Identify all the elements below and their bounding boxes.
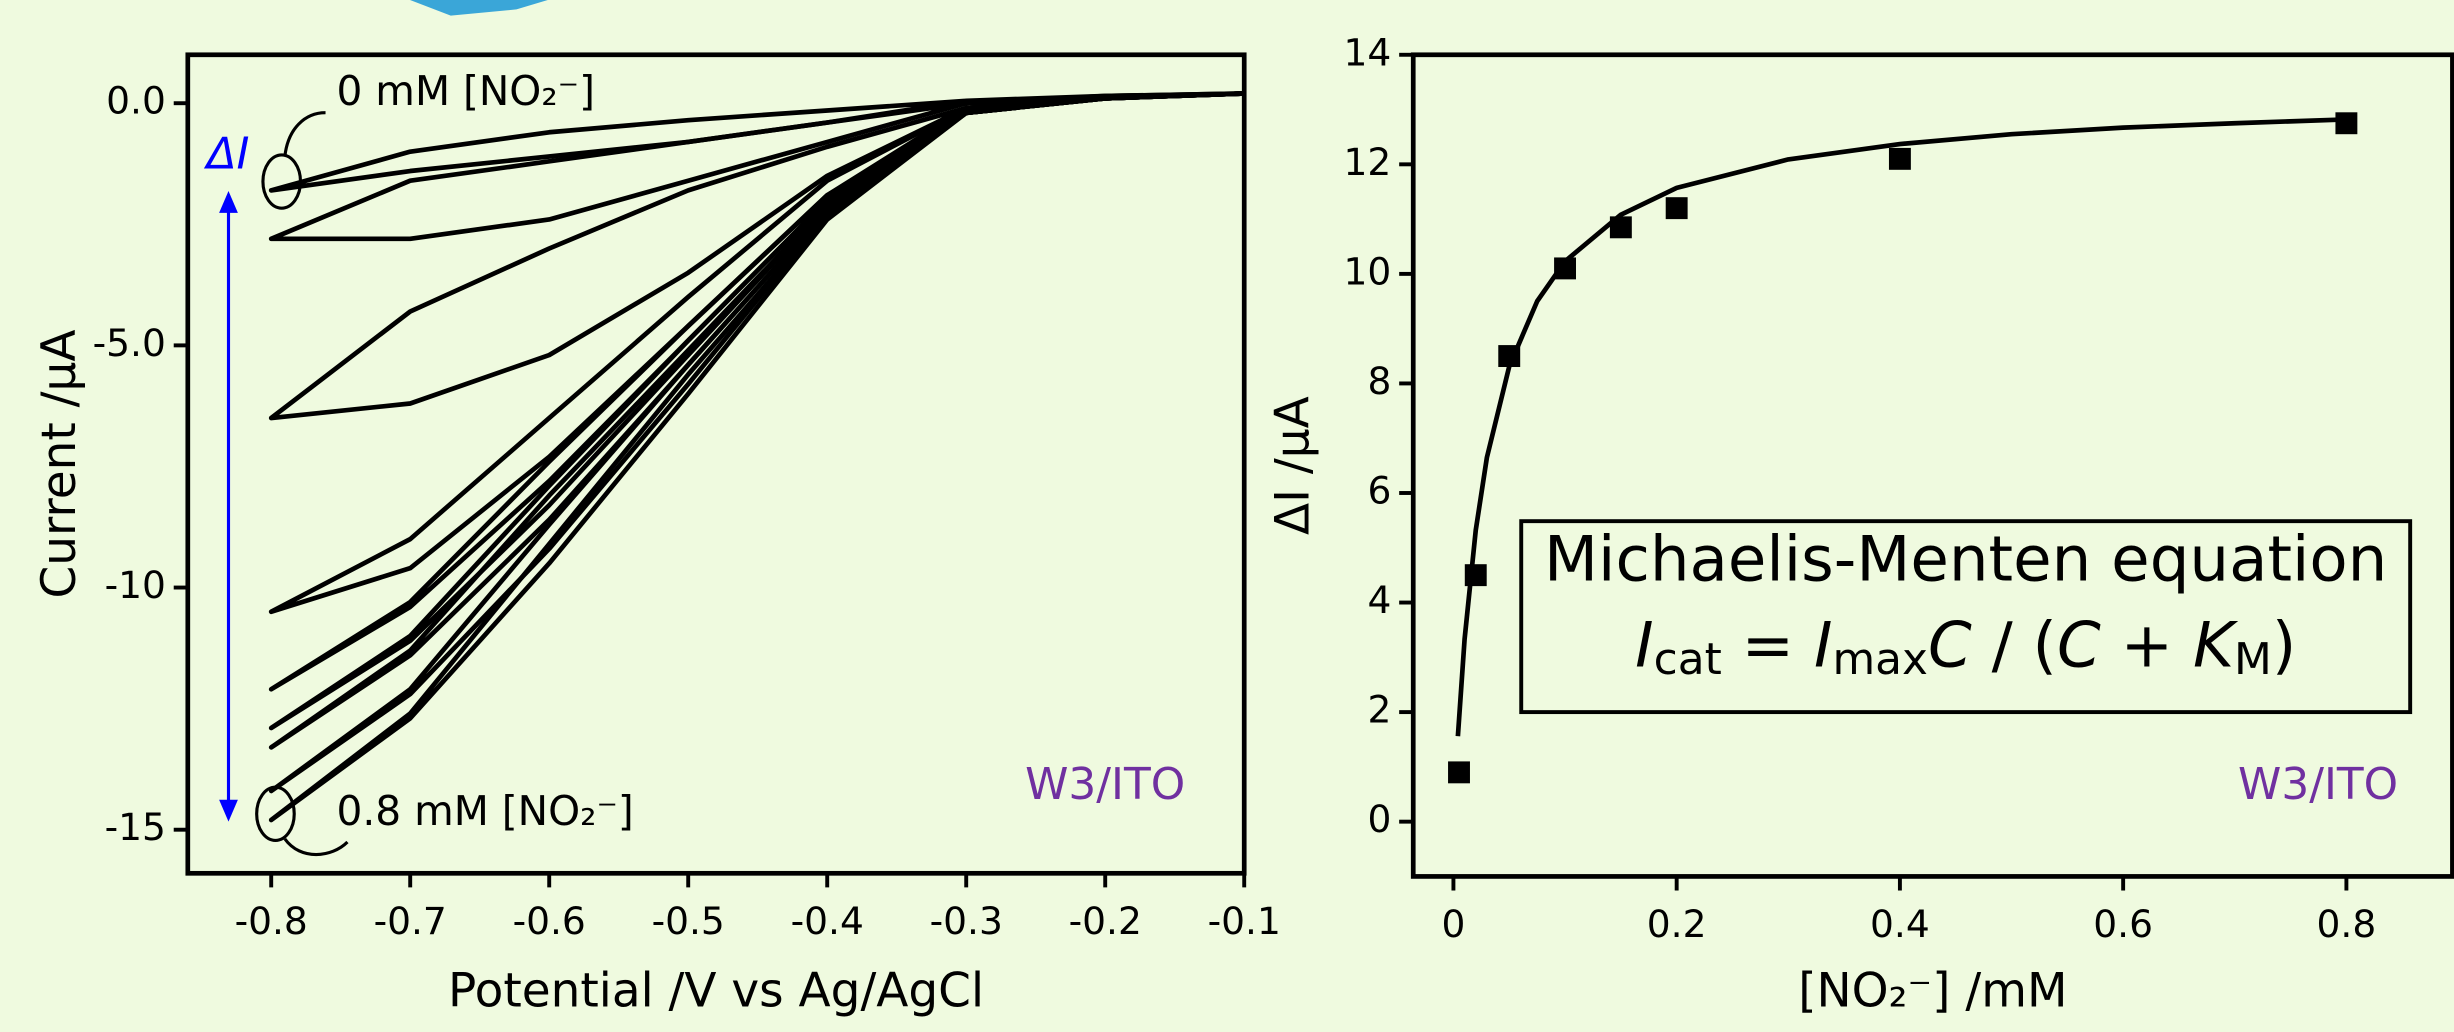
x-tick-label: -0.3 [930,899,1003,943]
curve [1455,117,2347,737]
y-tick-label: 0.0 [106,79,166,123]
equation-box [1519,519,2413,715]
formula-part: max [1832,634,1927,685]
x-tick-label: -0.1 [1208,899,1281,943]
formula-part: = [1722,609,1814,682]
x-tick-label: 0.8 [2317,902,2377,946]
equation-title: Michaelis-Menten equation [1544,522,2387,595]
y-tick-label: 8 [1367,359,1391,403]
formula-part: C [1928,609,1972,682]
data-point [1448,761,1470,784]
x-tick-label: 0 [1441,902,1465,946]
formula-part: + [2101,609,2193,682]
y-axis-label: Current /μA [32,330,87,599]
x-tick-label: 0.4 [1870,902,1930,946]
arrowhead [219,799,238,822]
formula-part: M [2234,634,2272,685]
y-axis-label: ΔI /μA [1265,396,1320,535]
data-point [1554,257,1577,280]
plot-frame [185,52,1247,876]
x-tick-label: 0.2 [1647,902,1707,946]
curve [268,91,1245,421]
formula-part: C [2057,609,2101,682]
formula-part: I [1814,609,1832,682]
y-tick-label: 6 [1367,468,1391,512]
x-tick-label: -0.6 [513,899,586,943]
y-tick-label: -10 [105,563,166,607]
x-tick-label: -0.5 [652,899,725,943]
formula-part: ) [2272,609,2296,682]
equation: Icat = ImaxC / (C + KM) [1635,609,2296,685]
annotation: W3/ITO [1025,759,1185,810]
curve [268,91,1245,750]
y-tick-label: 2 [1367,688,1391,732]
formula-part: / ( [1972,609,2057,682]
decoration [410,0,548,16]
data-point [2335,112,2358,135]
arrow [283,837,349,856]
formula-part: K [2193,609,2239,682]
data-point [1665,197,1688,220]
y-tick-label: 12 [1344,140,1392,184]
curve [268,91,1245,794]
x-tick-label: -0.4 [791,899,864,943]
curve [268,91,1245,731]
y-tick-label: 10 [1344,249,1392,293]
formula-part: I [1635,609,1653,682]
arrow [283,111,326,157]
y-tick-label: 0 [1367,797,1391,841]
curve [268,91,1245,242]
formula-part: cat [1654,634,1722,685]
annotation: ΔI [204,129,250,180]
annotation: 0.8 mM [NO₂⁻] [336,787,633,835]
x-tick-label: -0.8 [235,899,308,943]
annotation: 0 mM [NO₂⁻] [336,67,594,115]
y-tick-label: 4 [1367,578,1391,622]
plot-frame [1410,52,2454,879]
arrowhead [219,190,238,213]
x-tick-label: -0.2 [1069,899,1142,943]
x-tick-label: 0.6 [2093,902,2153,946]
y-tick-label: 14 [1344,30,1392,74]
y-tick-label: -5.0 [93,321,166,365]
y-tick-label: -15 [105,805,166,849]
x-axis-label: Potential /V vs Ag/AgCl [448,963,984,1018]
annotation: W3/ITO [2238,759,2398,810]
data-point [1888,147,1911,170]
x-tick-label: -0.7 [374,899,447,943]
curve [268,91,1245,823]
x-axis-label: [NO₂⁻] /mM [1798,963,2067,1018]
curve [268,91,1245,692]
